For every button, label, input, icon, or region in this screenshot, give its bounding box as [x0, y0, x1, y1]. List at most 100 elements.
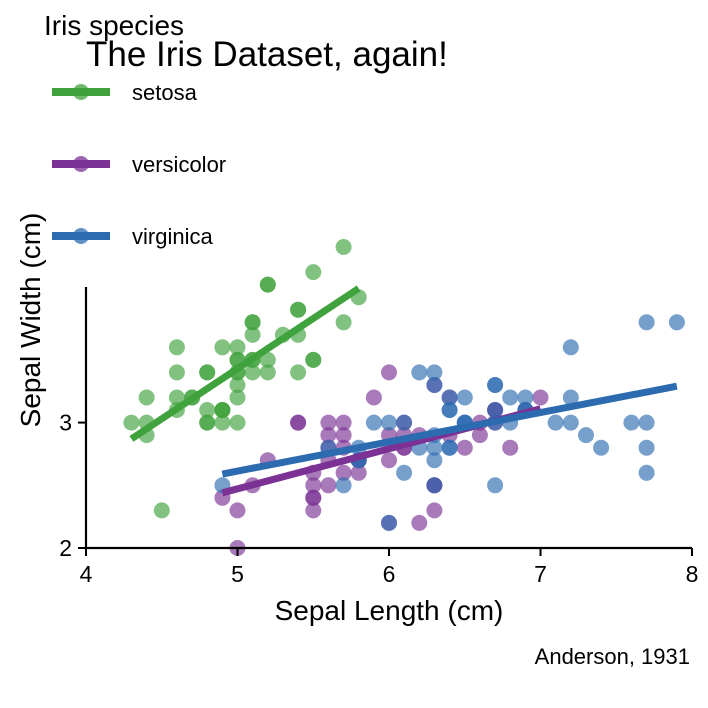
legend-item-virginica: virginica [52, 224, 213, 249]
versicolor-point [532, 389, 549, 406]
setosa-point [229, 389, 246, 406]
virginica-point [623, 414, 640, 431]
virginica-point [335, 477, 352, 494]
virginica-point [426, 452, 443, 469]
setosa-point [214, 414, 231, 431]
virginica-point [487, 477, 504, 494]
virginica-point [426, 364, 443, 381]
virginica-point [638, 464, 655, 481]
setosa-point [199, 414, 216, 431]
plot-area [123, 239, 685, 556]
versicolor-point [350, 464, 367, 481]
versicolor-point [290, 414, 307, 431]
legend-item-setosa: setosa [52, 80, 198, 105]
setosa-point [168, 364, 185, 381]
trend-lines-layer [129, 285, 678, 497]
virginica-point [426, 439, 443, 456]
virginica-point [426, 477, 443, 494]
legend-background [0, 70, 245, 255]
virginica-point [638, 414, 655, 431]
x-axis-ticks: 4 5 6 7 8 [80, 548, 699, 587]
virginica-point [381, 414, 397, 431]
x-axis-label: Sepal Length (cm) [275, 595, 504, 626]
virginica-point [562, 339, 579, 356]
virginica-point [365, 414, 382, 431]
legend-swatch-point [73, 228, 89, 244]
legend-swatch-point [73, 84, 89, 100]
virginica-point [638, 314, 655, 331]
versicolor-point [426, 502, 443, 519]
chart-title: The Iris Dataset, again! [86, 35, 448, 74]
virginica-point [562, 414, 579, 431]
versicolor-point [411, 514, 428, 531]
versicolor-point [502, 439, 519, 456]
versicolor-point [381, 452, 397, 469]
setosa-point [229, 339, 246, 356]
versicolor-point [335, 427, 352, 444]
virginica-point [638, 439, 655, 456]
x-tick-label: 4 [80, 561, 93, 587]
virginica-point [441, 389, 458, 406]
virginica-point [441, 439, 458, 456]
virginica-trend-line [221, 382, 678, 478]
virginica-point [517, 389, 534, 406]
legend-swatch-point [73, 156, 89, 172]
setosa-point [305, 351, 322, 368]
virginica-point [668, 314, 685, 331]
virginica-point [502, 389, 519, 406]
setosa-point [244, 314, 261, 331]
setosa-point [168, 389, 185, 406]
versicolor-point [335, 414, 352, 431]
legend-label: virginica [132, 224, 213, 249]
setosa-trend-line [129, 285, 361, 442]
virginica-point [411, 364, 428, 381]
setosa-point [199, 364, 216, 381]
versicolor-point [335, 464, 352, 481]
virginica-point [396, 414, 413, 431]
setosa-point [335, 239, 352, 255]
virginica-point [578, 427, 594, 444]
setosa-point [138, 389, 155, 406]
y-axis-label: Sepal Width (cm) [15, 213, 46, 428]
y-tick-label: 2 [59, 535, 72, 561]
setosa-point [123, 414, 140, 431]
virginica-point [426, 377, 443, 393]
x-tick-label: 8 [686, 561, 699, 587]
virginica-point [456, 389, 473, 406]
legend-title: Iris species [44, 10, 184, 41]
setosa-point [153, 502, 170, 519]
setosa-point [168, 339, 185, 356]
virginica-point [547, 414, 564, 431]
setosa-point [214, 402, 231, 418]
x-tick-label: 6 [383, 561, 396, 587]
legend: setosa versicolor virginica [52, 80, 226, 249]
virginica-point [381, 514, 397, 531]
setosa-point [229, 377, 246, 393]
versicolor-point [305, 489, 322, 506]
setosa-point [244, 326, 261, 343]
setosa-point [290, 364, 307, 381]
y-axis-ticks: 23 [59, 410, 86, 561]
virginica-point [396, 464, 413, 481]
setosa-point [335, 314, 352, 331]
versicolor-point [320, 427, 337, 444]
setosa-point [229, 414, 246, 431]
setosa-point [199, 402, 216, 418]
legend-label: setosa [132, 80, 198, 105]
setosa-point [305, 264, 322, 281]
versicolor-point [456, 439, 473, 456]
virginica-point [487, 377, 504, 393]
virginica-point [441, 402, 458, 418]
legend-item-versicolor: versicolor [52, 152, 226, 177]
versicolor-point [305, 502, 322, 519]
caption: Anderson, 1931 [535, 644, 690, 669]
setosa-point [259, 276, 276, 293]
versicolor-point [305, 477, 322, 494]
virginica-point [487, 402, 504, 418]
versicolor-point [320, 414, 337, 431]
versicolor-point [229, 502, 246, 519]
x-tick-label: 5 [231, 561, 244, 587]
versicolor-point [365, 389, 382, 406]
legend-label: versicolor [132, 152, 226, 177]
versicolor-point [320, 477, 337, 494]
